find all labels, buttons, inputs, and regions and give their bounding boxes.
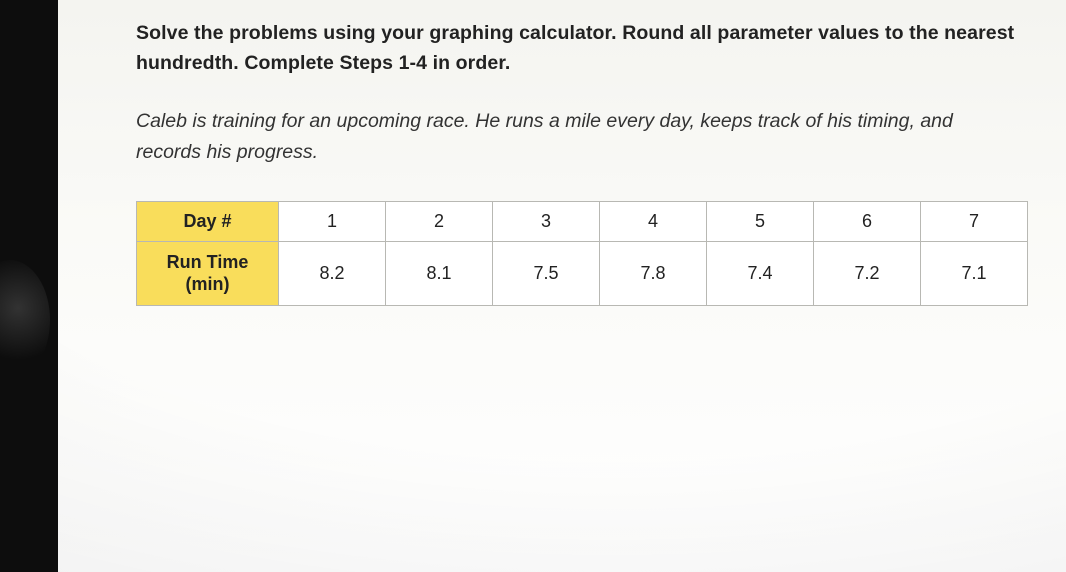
instructions-line-1: Solve the problems using your graphing c… [136, 22, 1014, 44]
row-label-line-2: (min) [137, 273, 278, 296]
run-time-table: Day # 1 2 3 4 5 6 7 Run Time (min) 8.2 8… [136, 201, 1028, 306]
time-cell: 7.1 [921, 241, 1028, 305]
row-label-cell: Run Time (min) [137, 241, 279, 305]
time-cell: 7.8 [600, 241, 707, 305]
time-cell: 7.4 [707, 241, 814, 305]
table-header-row: Day # 1 2 3 4 5 6 7 [137, 201, 1028, 241]
context-line-2: records his progress. [136, 141, 318, 163]
worksheet-page: Solve the problems using your graphing c… [58, 0, 1066, 572]
day-cell: 5 [707, 201, 814, 241]
day-cell: 2 [386, 201, 493, 241]
day-cell: 7 [921, 201, 1028, 241]
row-label-line-1: Run Time [137, 251, 278, 274]
header-label-cell: Day # [137, 201, 279, 241]
day-cell: 1 [279, 201, 386, 241]
time-cell: 7.5 [493, 241, 600, 305]
day-cell: 6 [814, 201, 921, 241]
day-cell: 3 [493, 201, 600, 241]
instructions-line-2: hundredth. Complete Steps 1-4 in order. [136, 52, 510, 74]
context-line-1: Caleb is training for an upcoming race. … [136, 110, 953, 132]
instructions-text: Solve the problems using your graphing c… [136, 18, 1030, 78]
time-cell: 8.2 [279, 241, 386, 305]
time-cell: 8.1 [386, 241, 493, 305]
table-data-row: Run Time (min) 8.2 8.1 7.5 7.8 7.4 7.2 7… [137, 241, 1028, 305]
day-cell: 4 [600, 201, 707, 241]
device-bezel [0, 0, 58, 572]
problem-context: Caleb is training for an upcoming race. … [136, 106, 1030, 166]
time-cell: 7.2 [814, 241, 921, 305]
